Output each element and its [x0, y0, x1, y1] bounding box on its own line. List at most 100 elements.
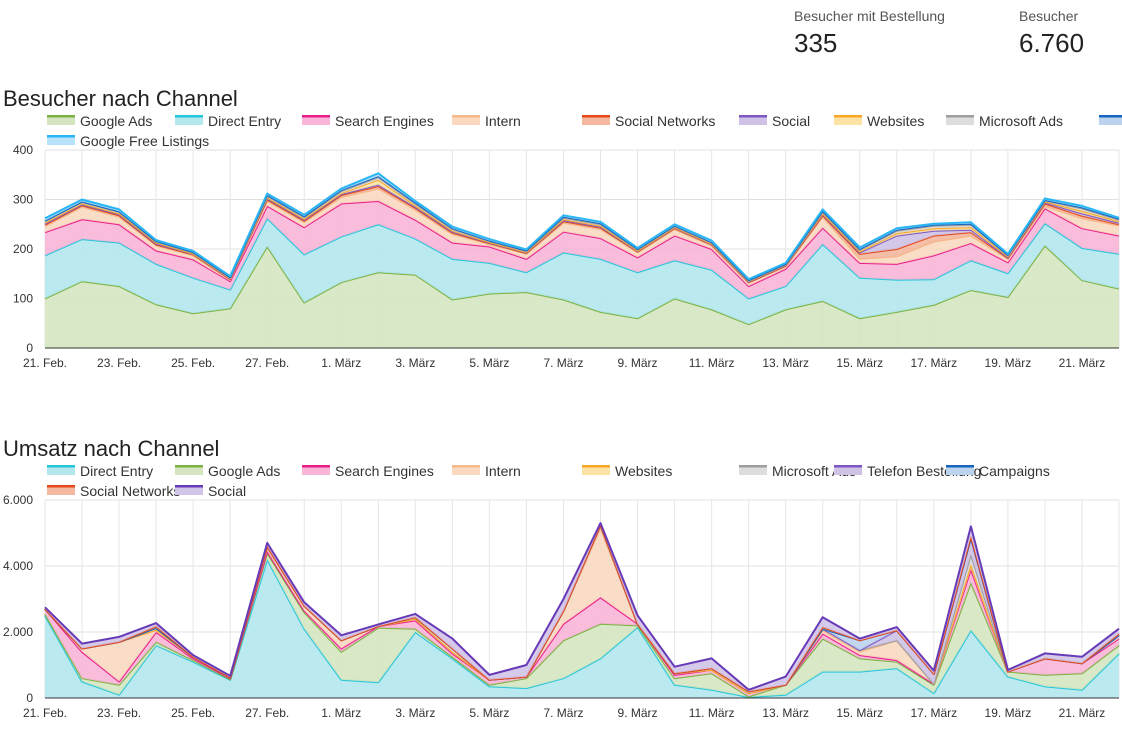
legend-swatch	[302, 467, 330, 475]
chart-title: Besucher nach Channel	[3, 86, 238, 111]
legend-item[interactable]: Google Free Listings	[47, 133, 209, 149]
kpi-label: Besucher mit Bestellung	[794, 8, 945, 24]
kpi-besucher-mit-bestellung: Besucher mit Bestellung 335	[794, 8, 945, 59]
legend-swatch-line	[47, 465, 75, 468]
legend-label: Google Free Listings	[80, 133, 209, 149]
legend-swatch	[739, 467, 767, 475]
x-tick-label: 5. März	[469, 356, 509, 370]
legend-item[interactable]: Social Networks	[582, 113, 715, 129]
legend-swatch	[946, 117, 974, 125]
legend-item[interactable]: Microsoft Ads	[946, 113, 1063, 129]
legend-swatch-line	[739, 465, 767, 468]
legend-label: Social Networks	[80, 483, 180, 499]
legend-label: Direct Entry	[80, 463, 153, 479]
legend-swatch	[47, 487, 75, 495]
legend-label: Intern	[485, 113, 521, 129]
x-tick-label: 3. März	[395, 356, 435, 370]
legend-item[interactable]: Campaigns	[1099, 113, 1122, 129]
umsatz-chart: Umsatz nach Channel Direct Entry Google Ad…	[3, 436, 1120, 720]
x-tick-label: 7. März	[543, 706, 583, 720]
kpi-value: 6.760	[1019, 28, 1085, 58]
x-tick-label: 23. Feb.	[97, 356, 141, 370]
legend-swatch-line	[582, 465, 610, 468]
legend-swatch-line	[47, 485, 75, 488]
legend-swatch-line	[47, 115, 75, 118]
series-line	[44, 522, 1120, 691]
x-tick-label: 1. März	[321, 706, 361, 720]
legend-swatch	[175, 467, 203, 475]
legend-item[interactable]: Search Engines	[302, 463, 434, 479]
legend-swatch	[834, 117, 862, 125]
besucher-chart: Besucher nach Channel Google Ads Direct En…	[3, 86, 1122, 370]
series-area	[45, 201, 1119, 299]
x-tick-label: 17. März	[910, 706, 957, 720]
legend-swatch-line	[834, 465, 862, 468]
legend-swatch	[739, 117, 767, 125]
legend-item[interactable]: Google Ads	[175, 463, 280, 479]
kpi-label: Besucher	[1019, 8, 1079, 24]
legend-swatch-line	[1099, 115, 1122, 118]
x-tick-label: 1. März	[321, 356, 361, 370]
x-tick-label: 21. März	[1059, 356, 1106, 370]
series-line	[44, 523, 1120, 693]
legend-item[interactable]: Social	[739, 113, 810, 129]
y-tick-label: 4.000	[3, 559, 33, 573]
y-tick-label: 100	[13, 292, 33, 306]
legend-item[interactable]: Websites	[582, 463, 672, 479]
x-tick-label: 13. März	[762, 356, 809, 370]
legend-label: Campaigns	[979, 463, 1050, 479]
series-line	[44, 172, 1120, 281]
legend-item[interactable]: Social Networks	[47, 483, 180, 499]
x-tick-label: 25. Feb.	[171, 356, 215, 370]
x-tick-label: 19. März	[985, 706, 1032, 720]
legend-item[interactable]: Intern	[452, 113, 521, 129]
legend-item[interactable]: Campaigns	[946, 463, 1050, 479]
legend-swatch-line	[582, 115, 610, 118]
legend-swatch-line	[175, 115, 203, 118]
legend-label: Social Networks	[615, 113, 715, 129]
legend-label: Search Engines	[335, 463, 434, 479]
series-area	[45, 559, 1119, 698]
legend-swatch	[452, 467, 480, 475]
legend-swatch	[175, 117, 203, 125]
legend-item[interactable]: Google Ads	[47, 113, 152, 129]
legend-swatch	[175, 487, 203, 495]
legend-item[interactable]: Social	[175, 483, 246, 499]
legend-item[interactable]: Direct Entry	[175, 113, 281, 129]
series-area	[45, 551, 1119, 697]
legend-swatch	[302, 117, 330, 125]
series-area	[45, 528, 1119, 694]
legend-swatch	[1099, 117, 1122, 125]
x-tick-label: 27. Feb.	[245, 356, 289, 370]
x-tick-label: 17. März	[910, 356, 957, 370]
legend-item[interactable]: Direct Entry	[47, 463, 153, 479]
legend-label: Google Ads	[80, 113, 152, 129]
legend-swatch-line	[946, 465, 974, 468]
legend-label: Google Ads	[208, 463, 280, 479]
x-tick-label: 5. März	[469, 706, 509, 720]
kpi-value: 335	[794, 28, 838, 58]
legend-label: Social	[772, 113, 810, 129]
x-tick-label: 11. März	[689, 706, 735, 720]
y-tick-label: 0	[26, 691, 33, 705]
series-line	[44, 244, 1120, 326]
y-tick-label: 6.000	[3, 493, 33, 507]
chart-title: Umsatz nach Channel	[3, 436, 219, 461]
x-tick-label: 19. März	[985, 356, 1032, 370]
legend-swatch	[47, 117, 75, 125]
x-tick-label: 3. März	[395, 706, 435, 720]
legend-swatch	[47, 467, 75, 475]
legend-item[interactable]: Search Engines	[302, 113, 434, 129]
x-tick-label: 7. März	[543, 356, 583, 370]
legend-label: Social	[208, 483, 246, 499]
legend-swatch	[47, 137, 75, 145]
y-tick-label: 0	[26, 341, 33, 355]
legend-label: Search Engines	[335, 113, 434, 129]
x-tick-label: 9. März	[618, 706, 658, 720]
y-tick-label: 400	[13, 143, 33, 157]
legend-item[interactable]: Intern	[452, 463, 521, 479]
y-tick-label: 2.000	[3, 625, 33, 639]
legend-item[interactable]: Websites	[834, 113, 924, 129]
series-area	[45, 552, 1119, 697]
legend-swatch	[834, 467, 862, 475]
